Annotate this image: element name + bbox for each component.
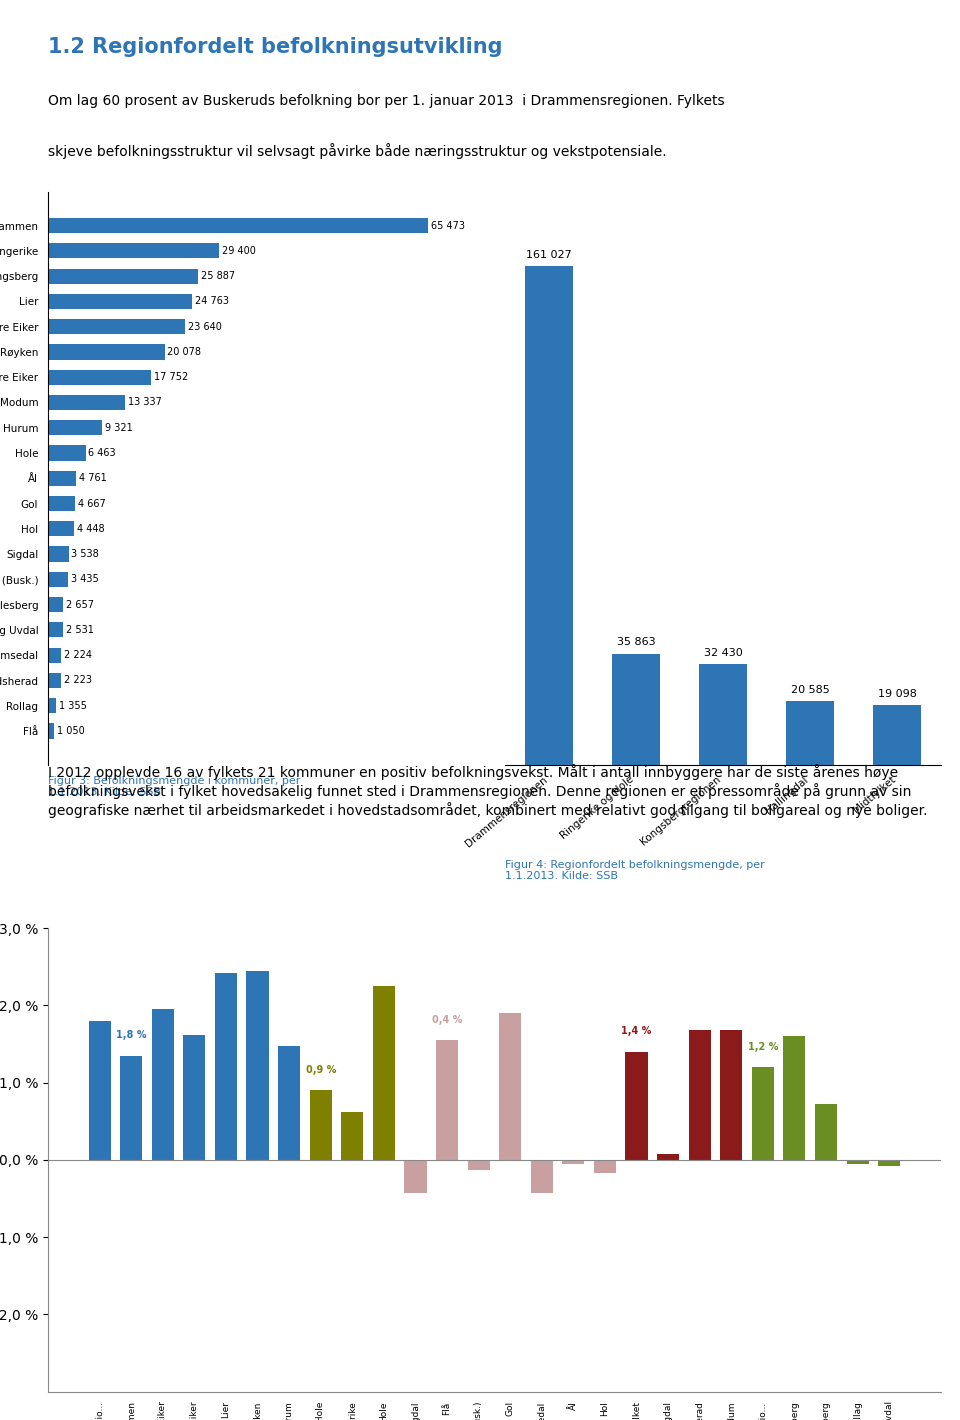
Bar [48, 294, 192, 310]
Bar [247, 971, 269, 1160]
Text: 4 761: 4 761 [79, 473, 107, 483]
Text: 25 887: 25 887 [202, 271, 235, 281]
Text: 0,9 %: 0,9 % [305, 1065, 336, 1075]
Text: 13 337: 13 337 [129, 398, 162, 408]
Bar [120, 1055, 142, 1160]
Text: 2 531: 2 531 [65, 625, 93, 635]
Bar [525, 266, 573, 764]
Bar [436, 1039, 458, 1160]
Bar [815, 1105, 837, 1160]
Text: 3 538: 3 538 [71, 550, 99, 559]
Bar [720, 1030, 742, 1160]
Bar [699, 665, 747, 764]
Text: 161 027: 161 027 [526, 250, 572, 260]
Bar [847, 1160, 869, 1164]
X-axis label: Figur 4: Regionfordelt befolkningsmengde, per
1.1.2013. Kilde: SSB: Figur 4: Regionfordelt befolkningsmengde… [505, 859, 765, 882]
X-axis label: Figur 3: Befolkningsmengde i kommuner, per
1.1.2013. Kilde: SSB: Figur 3: Befolkningsmengde i kommuner, p… [48, 775, 300, 797]
Text: 3 435: 3 435 [71, 574, 99, 584]
Text: 1 355: 1 355 [59, 700, 86, 710]
Bar [786, 701, 834, 764]
Text: 20 585: 20 585 [791, 684, 829, 694]
Text: 2 224: 2 224 [63, 650, 92, 660]
Text: 1,8 %: 1,8 % [116, 1030, 147, 1039]
Bar [183, 1035, 205, 1160]
Text: 23 640: 23 640 [188, 322, 222, 332]
Bar [563, 1160, 585, 1164]
Bar [752, 1068, 774, 1160]
Text: 20 078: 20 078 [167, 346, 202, 356]
Text: Om lag 60 prosent av Buskeruds befolkning bor per 1. januar 2013  i Drammensregi: Om lag 60 prosent av Buskeruds befolknin… [48, 94, 725, 108]
Bar [48, 496, 75, 511]
Bar [878, 1160, 900, 1166]
Text: 19 098: 19 098 [877, 689, 917, 699]
Bar [48, 622, 62, 638]
Text: 6 463: 6 463 [88, 447, 116, 459]
Text: 4 448: 4 448 [77, 524, 105, 534]
Text: 1,4 %: 1,4 % [621, 1027, 652, 1037]
Bar [48, 521, 74, 537]
Bar [48, 648, 60, 663]
Bar [278, 1045, 300, 1160]
Bar [372, 985, 395, 1160]
Bar [48, 268, 199, 284]
Bar [88, 1021, 110, 1160]
Text: 0,4 %: 0,4 % [432, 1015, 462, 1025]
Bar [48, 243, 219, 258]
Bar [499, 1012, 521, 1160]
Bar [48, 219, 428, 233]
Bar [594, 1160, 616, 1173]
Text: 2 657: 2 657 [66, 599, 94, 609]
Text: 24 763: 24 763 [195, 297, 228, 307]
Bar [783, 1037, 805, 1160]
Bar [152, 1010, 174, 1160]
Bar [48, 547, 68, 562]
Bar [612, 653, 660, 764]
Bar [48, 395, 126, 410]
Text: 29 400: 29 400 [222, 246, 255, 256]
Bar [48, 673, 60, 687]
Text: 2 223: 2 223 [63, 676, 92, 686]
Text: 1 050: 1 050 [57, 726, 84, 736]
Bar [310, 1091, 332, 1160]
Bar [48, 320, 185, 334]
Bar [48, 420, 102, 436]
Bar [626, 1052, 648, 1160]
Bar [48, 699, 56, 713]
Bar [657, 1154, 679, 1160]
Text: 32 430: 32 430 [704, 648, 742, 657]
Bar [48, 723, 54, 738]
Text: 1,2 %: 1,2 % [748, 1042, 778, 1052]
Bar [688, 1030, 710, 1160]
Bar [48, 470, 76, 486]
Text: 4 667: 4 667 [78, 498, 106, 508]
Text: 1.2 Regionfordelt befolkningsutvikling: 1.2 Regionfordelt befolkningsutvikling [48, 37, 502, 57]
Text: skjeve befolkningsstruktur vil selvsagt påvirke både næringsstruktur og vekstpot: skjeve befolkningsstruktur vil selvsagt … [48, 143, 666, 159]
Bar [341, 1112, 363, 1160]
Bar [48, 369, 151, 385]
Bar [215, 973, 237, 1160]
Bar [48, 446, 85, 460]
Bar [48, 344, 164, 359]
Bar [874, 706, 921, 764]
Text: I 2012 opplevde 16 av fylkets 21 kommuner en positiv befolkningsvekst. Målt i an: I 2012 opplevde 16 av fylkets 21 kommune… [48, 764, 927, 818]
Text: 17 752: 17 752 [154, 372, 188, 382]
Bar [531, 1160, 553, 1193]
Bar [404, 1160, 426, 1193]
Bar [468, 1160, 490, 1170]
Bar [48, 572, 68, 586]
Text: 35 863: 35 863 [616, 638, 656, 648]
Bar [48, 596, 63, 612]
Text: 9 321: 9 321 [105, 423, 132, 433]
Text: 65 473: 65 473 [431, 220, 465, 230]
